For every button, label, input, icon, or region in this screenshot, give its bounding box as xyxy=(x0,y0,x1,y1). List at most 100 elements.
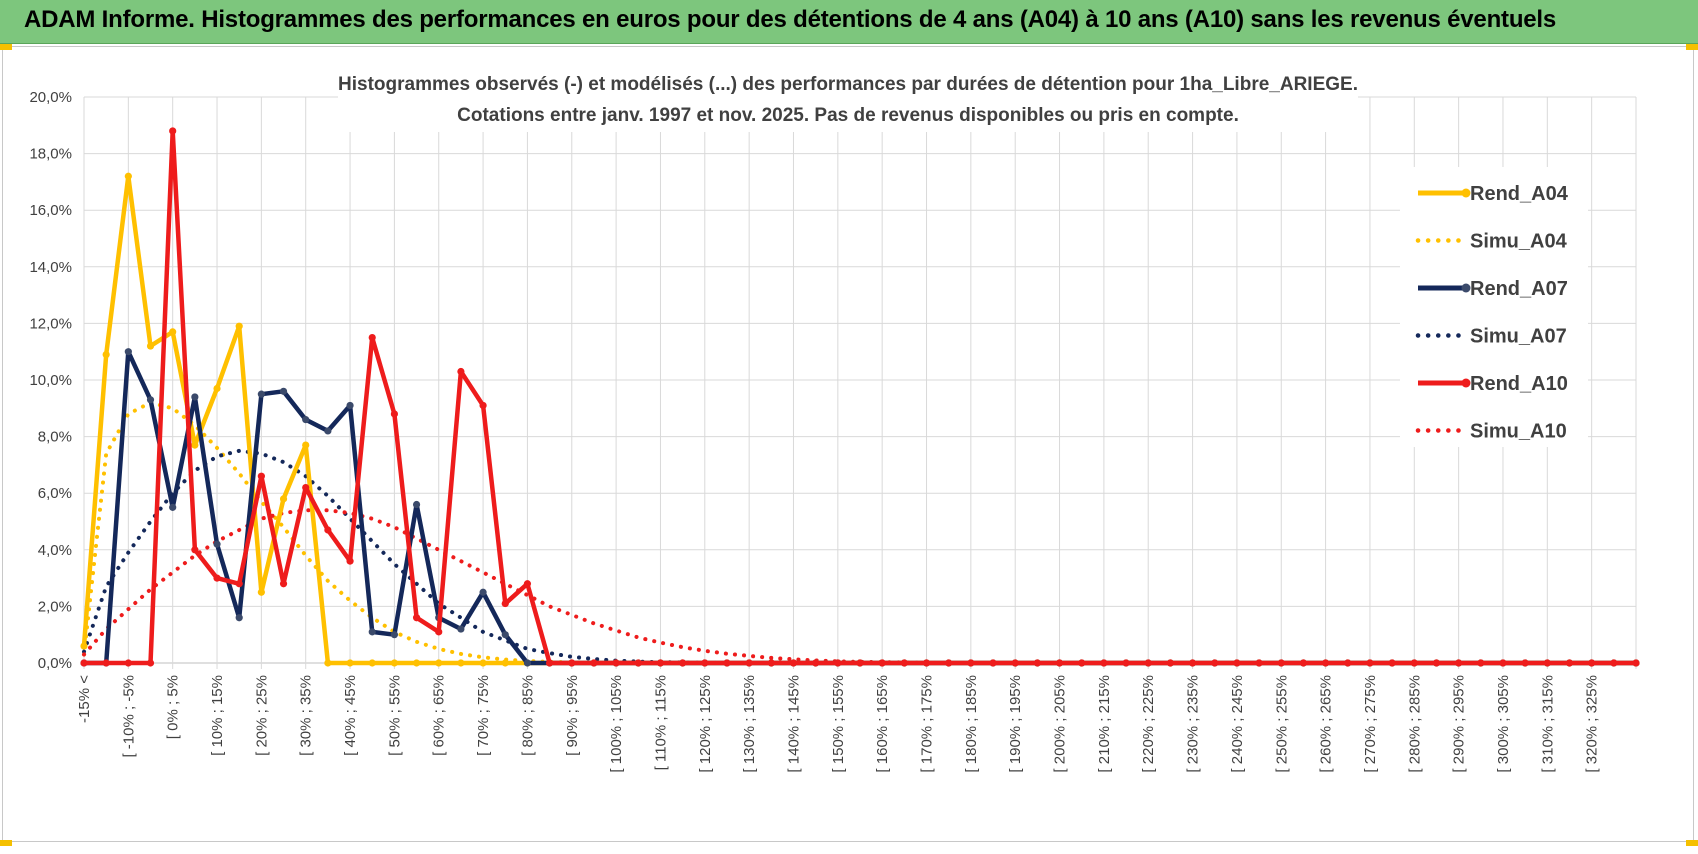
data-point xyxy=(302,483,310,492)
y-tick-label: 16,0% xyxy=(29,202,72,219)
data-point xyxy=(1388,659,1396,667)
y-tick-label: 0,0% xyxy=(38,655,72,672)
data-point xyxy=(191,546,199,554)
x-tick-label: [ 50% ; 55% xyxy=(386,675,403,756)
data-point xyxy=(235,580,243,588)
x-tick-label: [ 160% ; 165% xyxy=(874,675,891,773)
data-point xyxy=(1610,659,1618,667)
data-point xyxy=(235,614,243,622)
data-point xyxy=(922,659,931,667)
x-tick-label: [ 240% ; 245% xyxy=(1229,675,1246,773)
data-point xyxy=(612,659,620,667)
data-point xyxy=(146,342,155,350)
frame-corner-bottom-right xyxy=(1686,840,1698,846)
data-point xyxy=(1166,659,1174,667)
legend-item: Simu_A04 xyxy=(1415,231,1568,253)
x-tick-label: [ 130% ; 135% xyxy=(741,675,758,773)
x-tick-label: [ 40% ; 45% xyxy=(342,675,359,756)
data-point xyxy=(412,500,421,509)
data-point xyxy=(1477,659,1485,667)
data-point xyxy=(812,659,820,667)
legend-item: Rend_A10 xyxy=(1418,373,1568,395)
x-tick-label: [ 0% ; 5% xyxy=(165,675,182,739)
data-point xyxy=(146,396,155,404)
data-point xyxy=(834,659,842,667)
x-tick-label: [ 70% ; 75% xyxy=(475,675,492,756)
data-point xyxy=(279,580,288,588)
x-tick-label: [ 90% ; 95% xyxy=(564,675,581,756)
data-point xyxy=(457,659,465,667)
data-point xyxy=(80,642,88,650)
data-point xyxy=(1299,659,1308,667)
data-point xyxy=(479,659,487,667)
y-tick-label: 2,0% xyxy=(38,598,72,615)
data-point xyxy=(279,495,288,503)
data-point xyxy=(1277,659,1285,667)
data-point xyxy=(1410,659,1418,667)
data-point xyxy=(368,333,376,342)
data-point xyxy=(1211,659,1219,667)
data-point xyxy=(1455,659,1463,667)
data-point xyxy=(501,599,509,608)
legend-item: Simu_A10 xyxy=(1415,421,1567,443)
x-tick-label: [ 150% ; 155% xyxy=(830,675,847,773)
data-point xyxy=(1078,659,1086,667)
data-point xyxy=(568,659,576,667)
chart-legend: Rend_A04 Simu_A04 Rend_A07 Simu_A07 Rend_A10… xyxy=(1400,167,1588,447)
data-point xyxy=(945,659,953,667)
data-point xyxy=(634,659,642,667)
data-point xyxy=(324,526,332,534)
frame-corner-top-left xyxy=(0,44,12,50)
data-point xyxy=(523,580,532,588)
data-point xyxy=(1632,659,1640,667)
y-tick-label: 6,0% xyxy=(38,485,72,502)
data-point xyxy=(1255,659,1263,667)
x-tick-label: [ 10% ; 15% xyxy=(209,675,226,756)
data-point xyxy=(213,384,221,393)
data-point xyxy=(745,659,753,667)
legend-label: Rend_A04 xyxy=(1470,183,1569,205)
x-tick-label: [ 60% ; 65% xyxy=(431,675,448,756)
data-point xyxy=(1055,659,1064,667)
legend-item: Simu_A07 xyxy=(1415,326,1567,348)
x-tick-label: [ 170% ; 175% xyxy=(919,675,936,773)
report-title: ADAM Informe. Histogrammes des performan… xyxy=(24,6,1557,33)
data-point xyxy=(80,659,88,667)
data-point xyxy=(169,127,177,135)
legend-label: Rend_A07 xyxy=(1470,278,1568,300)
y-tick-label: 10,0% xyxy=(29,372,72,389)
x-tick-label: [ 280% ; 285% xyxy=(1406,675,1423,773)
data-point xyxy=(701,659,709,667)
data-point xyxy=(679,659,687,667)
chart-subtitle: Histogrammes observés (-) et modélisés (… xyxy=(338,64,1358,132)
data-point xyxy=(169,328,177,336)
legend-item: Rend_A07 xyxy=(1418,278,1568,300)
data-point xyxy=(390,631,398,639)
data-point xyxy=(257,472,265,480)
x-tick-label: [ 260% ; 265% xyxy=(1318,675,1335,773)
data-point xyxy=(146,659,155,667)
x-tick-label: [ 100% ; 105% xyxy=(608,675,625,773)
data-point xyxy=(1188,659,1197,667)
legend-marker xyxy=(1461,188,1471,198)
x-tick-label: [ 200% ; 205% xyxy=(1052,675,1069,773)
data-point xyxy=(967,659,975,667)
x-tick-label: [ 270% ; 275% xyxy=(1362,675,1379,773)
x-tick-label: [ 210% ; 215% xyxy=(1096,675,1113,773)
x-tick-label: [ 110% ; 115% xyxy=(652,675,669,770)
x-tick-label: [ 320% ; 325% xyxy=(1584,675,1601,773)
data-point xyxy=(435,628,443,636)
legend-marker xyxy=(1461,378,1471,388)
data-point xyxy=(368,659,376,667)
x-tick-label: [ 20% ; 25% xyxy=(253,675,270,756)
y-tick-label: 4,0% xyxy=(38,542,72,559)
data-point xyxy=(1122,659,1130,667)
legend-item: Rend_A04 xyxy=(1418,183,1569,205)
data-point xyxy=(523,659,532,667)
data-point xyxy=(1011,659,1019,667)
data-point xyxy=(501,659,509,667)
data-point xyxy=(302,416,310,424)
data-point xyxy=(856,659,864,667)
series-rend-a10 xyxy=(80,127,1640,667)
